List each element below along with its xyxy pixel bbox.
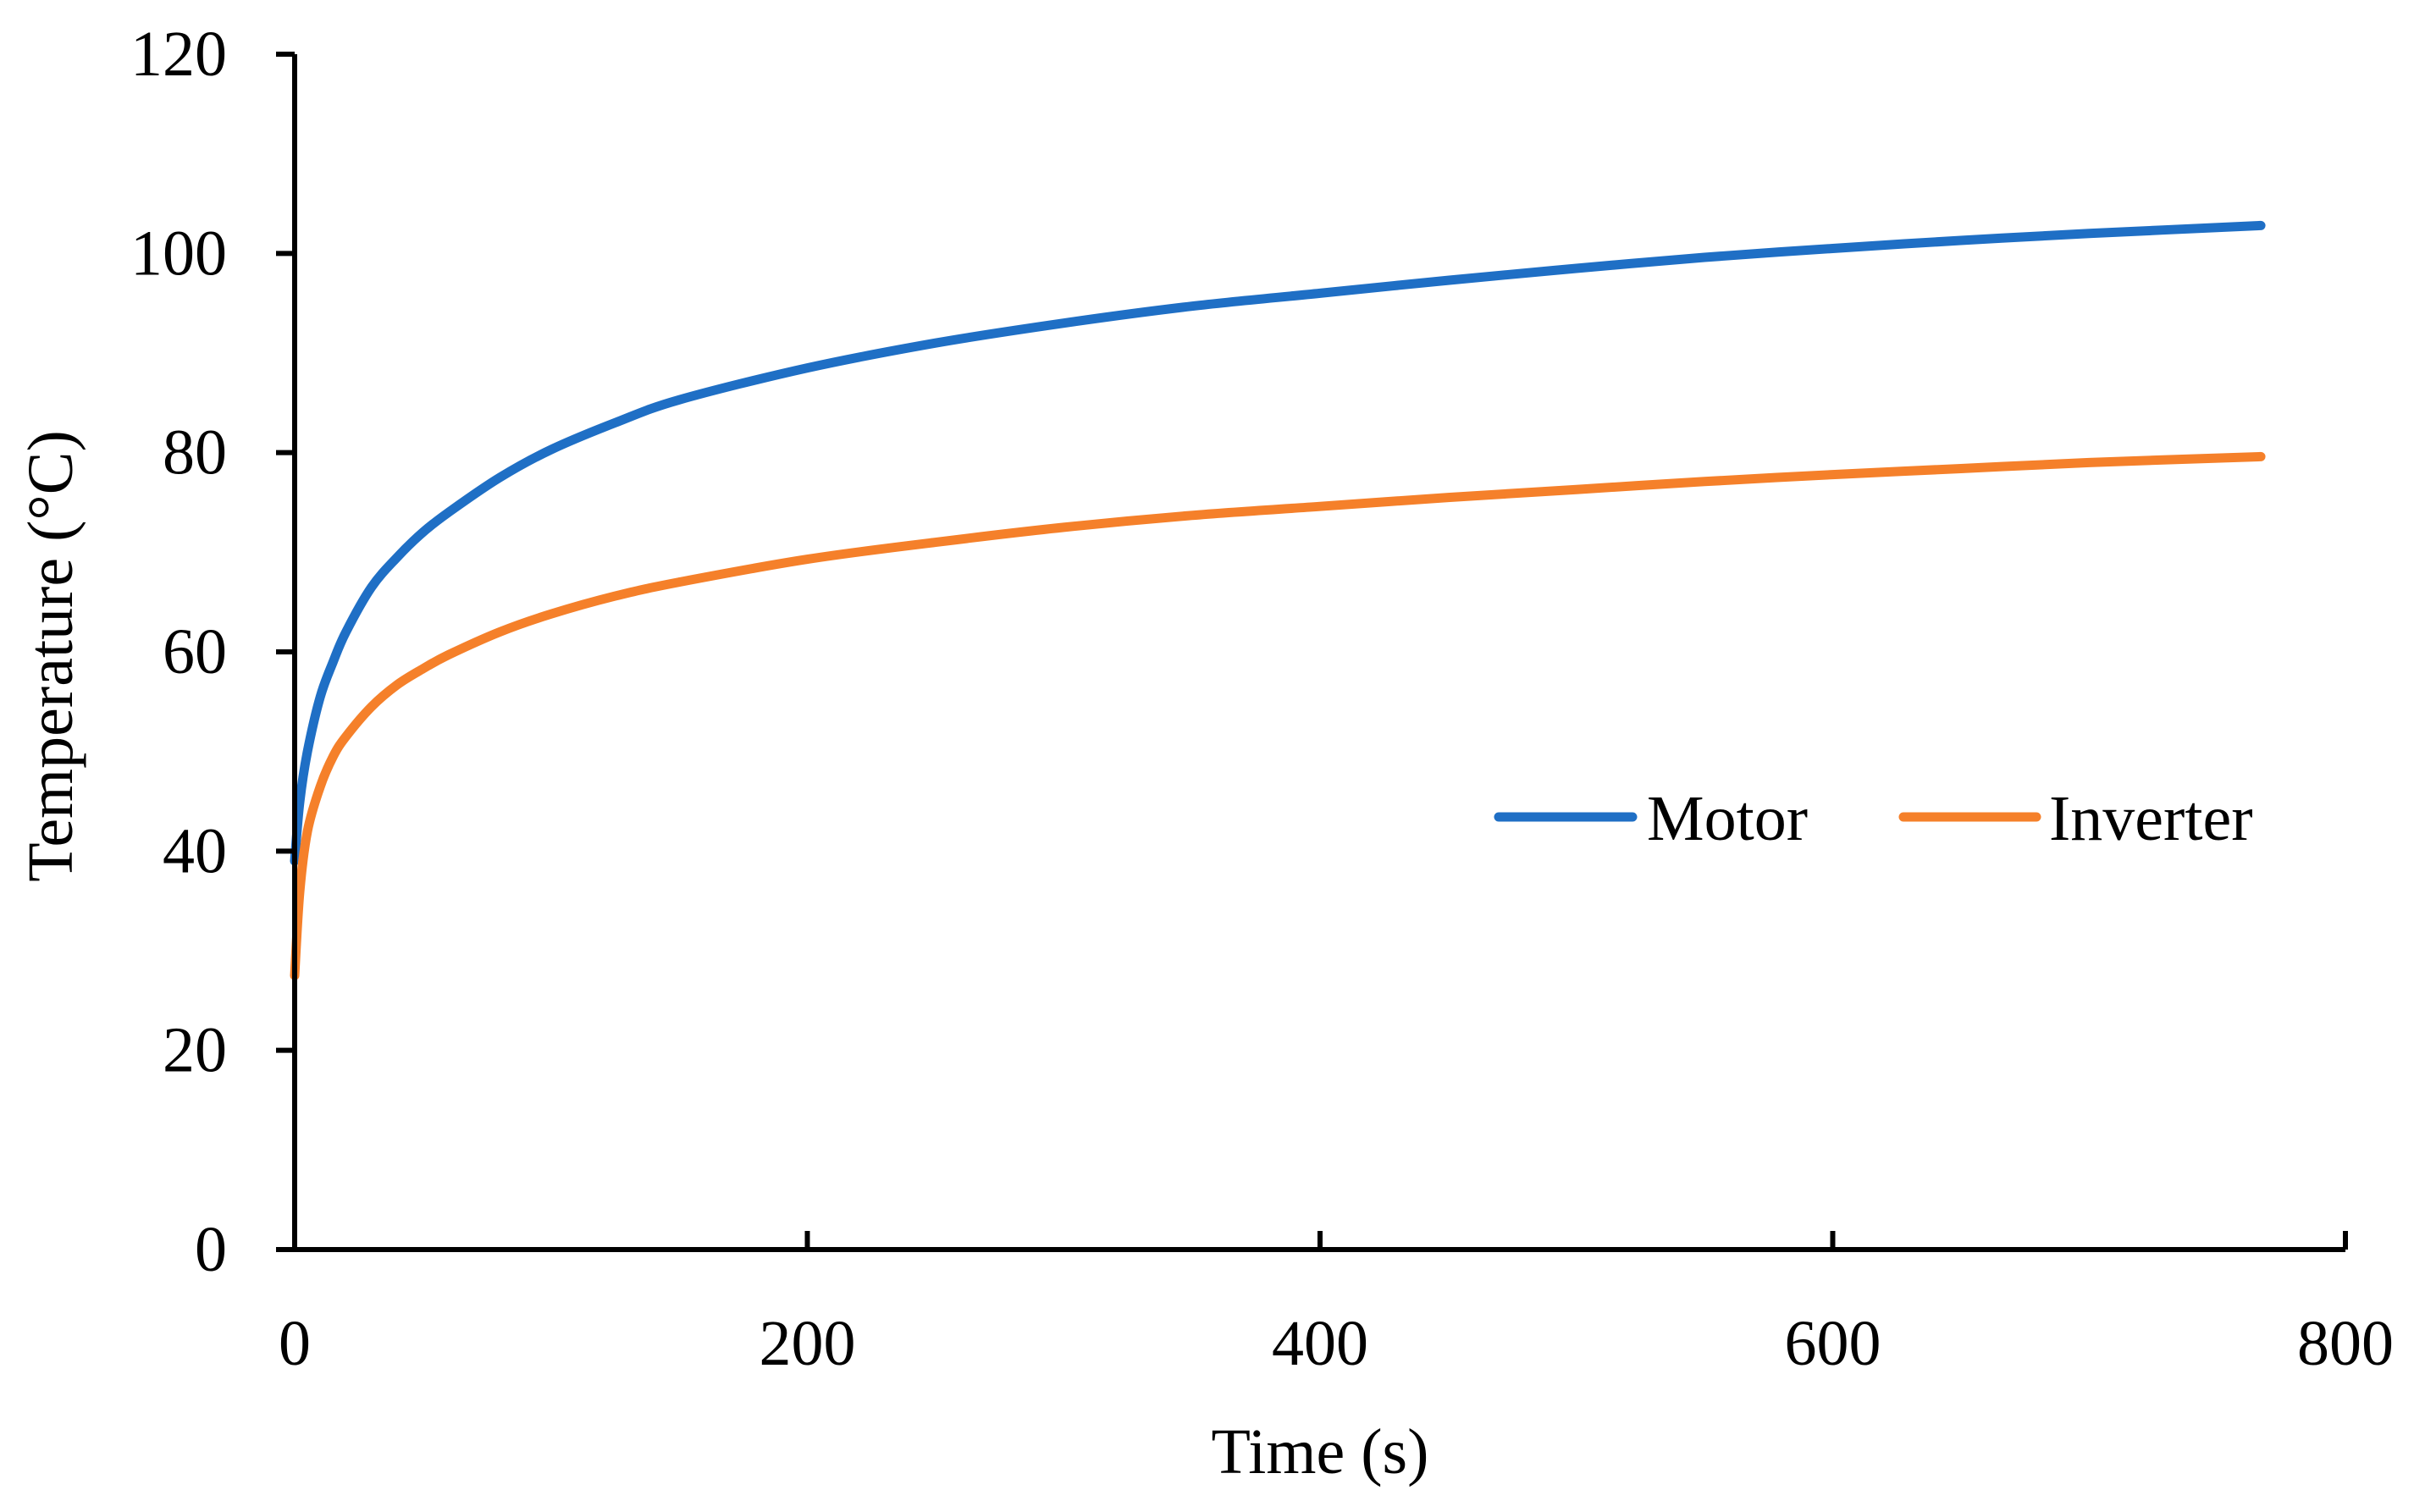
x-tick-label: 400 — [1272, 1308, 1368, 1379]
series-line-inverter — [290, 451, 2266, 980]
x-tick-label: 600 — [1785, 1308, 1881, 1379]
y-tick-label: 0 — [195, 1214, 227, 1285]
plot-lines — [290, 220, 2266, 980]
y-tick-label: 60 — [163, 616, 227, 687]
legend: Motor Inverter — [1494, 783, 2253, 854]
y-tick-label: 80 — [163, 417, 227, 488]
x-axis-title: Time (s) — [1212, 1416, 1429, 1487]
x-tick-label: 200 — [760, 1308, 856, 1379]
legend-label-inverter: Inverter — [2049, 783, 2253, 854]
y-tick-label: 20 — [163, 1015, 227, 1086]
y-tick-label: 40 — [163, 815, 227, 886]
y-axis-title: Temperature (°C) — [15, 430, 86, 882]
legend-label-motor: Motor — [1647, 783, 1808, 854]
tick-labels: 0 20 40 60 80 100 120 0 200 400 600 800 — [130, 19, 2394, 1379]
y-tick-label: 100 — [130, 218, 227, 289]
x-tick-label: 800 — [2297, 1308, 2394, 1379]
y-tick-label: 120 — [130, 19, 227, 90]
series-line-motor — [290, 220, 2266, 866]
x-tick-label: 0 — [279, 1308, 311, 1379]
axes — [276, 52, 2348, 1252]
